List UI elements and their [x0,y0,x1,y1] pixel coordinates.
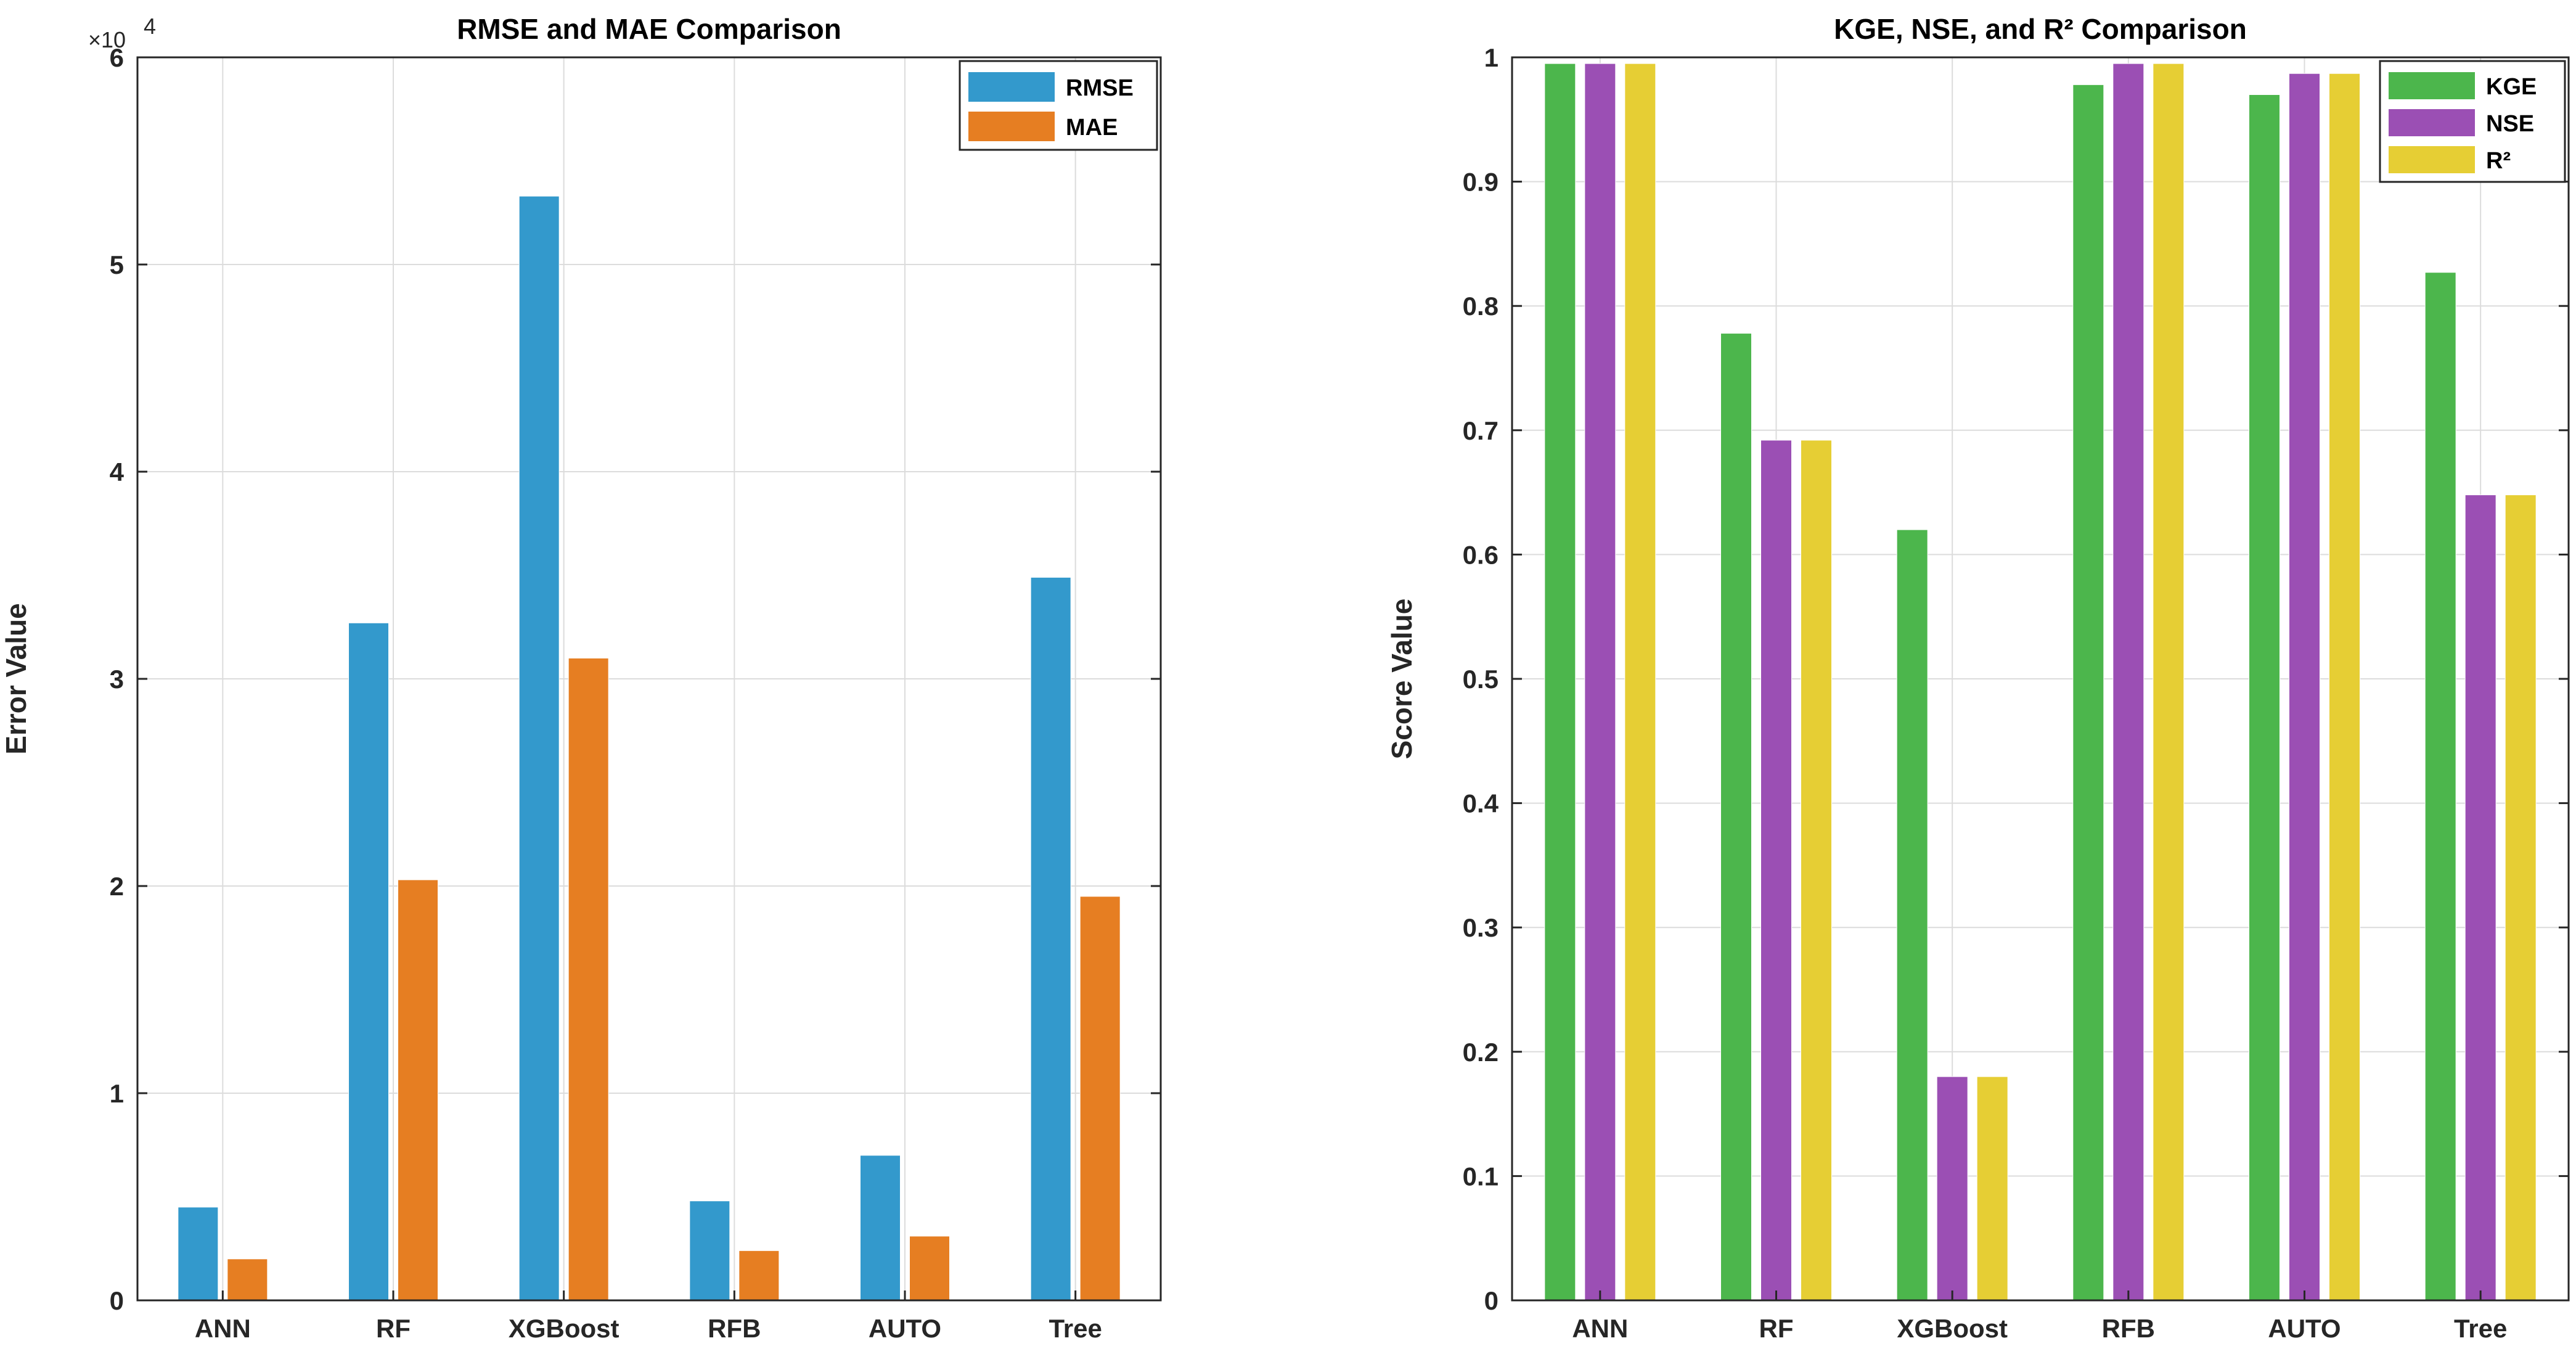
bar-kge-tree [2424,272,2456,1301]
bar-kge-ann [1544,63,1576,1301]
legend-swatch-r [2389,146,2475,173]
bar-rmse-rfb [689,1200,730,1301]
y-tick-label: 6 [110,43,124,72]
chart-rmse-mae: 0 1 2 3 4 5 6 ANN RF XGBoost RFB AUTO Tree RMSE and M… [0,13,1162,1343]
y-tick-label: 5 [110,250,124,279]
legend-label: MAE [1066,115,1118,141]
x-tick-label-rfb: RFB [2102,1314,2155,1343]
bar-r-tree [2504,494,2537,1301]
x-tick-label-tree: Tree [1049,1314,1102,1343]
bar-rmse-rf [348,622,389,1301]
y-tick-label: 0.1 [1463,1162,1499,1191]
legend-label: RMSE [1066,75,1134,101]
legend-label: NSE [2486,111,2534,137]
y-tick-label: 0.2 [1463,1038,1499,1067]
bar-mae-xgboost [568,657,609,1301]
y-tick-label: 0.9 [1463,168,1499,197]
x-tick-label-auto: AUTO [869,1314,941,1343]
bar-nse-rfb [2112,63,2145,1301]
y-tick-label: 3 [110,665,124,694]
bar-r-auto [2329,73,2360,1301]
y-axis-multiplier: ×10 [88,27,126,52]
y-tick-label: 0.8 [1463,292,1499,321]
legend-swatch-nse [2389,109,2475,136]
x-tick-label-auto: AUTO [2268,1314,2341,1343]
x-tick-label-rf: RF [376,1314,411,1343]
bar-kge-rfb [2072,84,2104,1301]
y-axis-label: Error Value [0,603,32,754]
bar-rmse-xgboost [518,195,560,1301]
bar-mae-ann [227,1258,268,1301]
x-tick-label-rfb: RFB [708,1314,761,1343]
chart-kge-nse-r2: 0 0.1 0.2 0.3 0.4 0.5 0.6 0.7 0.8 0.9 1 ANN RF XGBoos… [1386,13,2570,1343]
y-tick-label: 0.3 [1463,913,1499,942]
bar-kge-rf [1720,333,1752,1301]
x-tick-label-xgboost: XGBoost [1897,1314,2008,1343]
bar-mae-tree [1079,896,1121,1301]
chart-title: RMSE and MAE Comparison [457,13,841,45]
legend-swatch-kge [2389,72,2475,99]
y-axis-multiplier-exponent: 4 [144,14,156,39]
bar-kge-xgboost [1896,529,1928,1301]
bar-mae-rfb [738,1250,780,1301]
x-tick-label-tree: Tree [2454,1314,2507,1343]
y-tick-label: 0 [110,1286,124,1315]
bar-nse-ann [1584,63,1616,1301]
y-tick-label: 4 [110,457,125,486]
x-tick-label-ann: ANN [195,1314,251,1343]
x-tick-label-ann: ANN [1572,1314,1628,1343]
bar-rmse-tree [1030,576,1071,1301]
y-tick-label: 0.4 [1463,789,1499,818]
legend-swatch-mae [968,112,1055,141]
bar-mae-auto [909,1236,950,1301]
bar-r-rfb [2153,63,2185,1301]
y-tick-label: 2 [110,872,124,901]
bar-nse-tree [2464,494,2496,1301]
x-tick-label-rf: RF [1759,1314,1794,1343]
bar-mae-rf [398,879,438,1301]
y-tick-label: 1 [110,1079,124,1108]
y-axis-label: Score Value [1386,599,1418,760]
y-tick-label: 1 [1484,43,1499,72]
x-tick-label-xgboost: XGBoost [509,1314,619,1343]
bar-nse-auto [2289,73,2320,1301]
legend-swatch-rmse [968,72,1055,102]
bar-r-rf [1801,440,1832,1301]
legend-label: KGE [2486,74,2537,100]
chart-title: KGE, NSE, and R² Comparison [1834,13,2247,45]
y-tick-label: 0.7 [1463,416,1499,445]
bar-rmse-ann [178,1207,219,1301]
bar-kge-auto [2249,94,2280,1301]
legend-label: R² [2486,148,2511,174]
y-tick-label: 0.6 [1463,540,1499,569]
bar-r-xgboost [1976,1076,2008,1301]
y-tick-label: 0 [1484,1286,1499,1315]
bar-nse-rf [1760,440,1792,1301]
bar-nse-xgboost [1936,1076,1968,1301]
bar-r-ann [1624,63,1656,1301]
bar-rmse-auto [860,1155,901,1301]
y-tick-label: 0.5 [1463,665,1499,694]
